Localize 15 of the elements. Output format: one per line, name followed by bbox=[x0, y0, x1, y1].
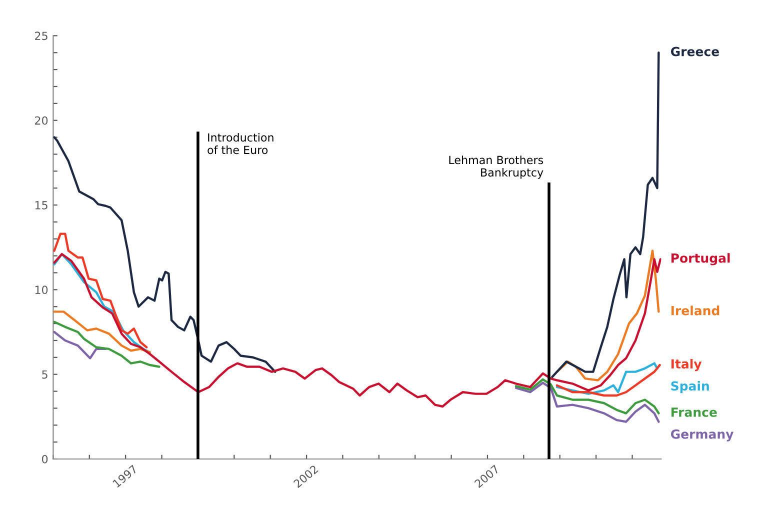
y-tick-label: 20 bbox=[35, 116, 48, 125]
series-label: Italy bbox=[671, 358, 702, 372]
y-tick-label: 10 bbox=[35, 286, 48, 294]
series-label: Greece bbox=[670, 46, 719, 56]
series-label: Portugal bbox=[671, 253, 730, 266]
series-label: Ireland bbox=[671, 306, 720, 316]
series-label: Spain bbox=[671, 380, 709, 394]
series-label: Germany bbox=[670, 429, 734, 442]
y-tick-label: 0 bbox=[42, 454, 48, 464]
y-tick-label: 15 bbox=[35, 201, 48, 210]
y-tick-label: 25 bbox=[35, 32, 48, 40]
ref-line-label: Lehman Brothers Bankruptcy bbox=[449, 156, 544, 179]
series-label: France bbox=[671, 408, 717, 417]
ref-line-label: Introduction of the Euro bbox=[208, 133, 274, 154]
y-tick-label: 5 bbox=[42, 370, 48, 379]
